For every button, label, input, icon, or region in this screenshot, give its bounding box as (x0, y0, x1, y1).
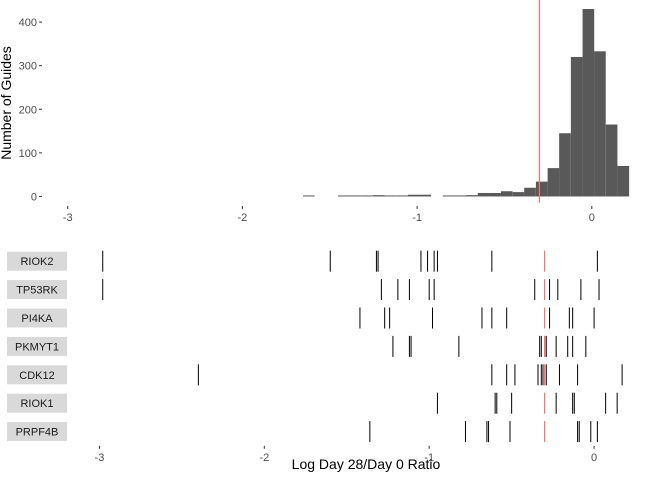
histogram-bar (372, 195, 385, 197)
histogram-bar (617, 165, 630, 197)
strip-label-box (7, 365, 67, 385)
y-tick-label: 100 (19, 148, 37, 160)
rug-x-axis: -3 -2 -1 0 (95, 445, 597, 464)
y-tick-label: 400 (19, 17, 37, 29)
histogram-y-axis-title: Number of Guides (0, 46, 14, 160)
strip-label-box (7, 280, 67, 300)
strip-label: CDK12 (19, 370, 54, 382)
histogram-bar (349, 195, 362, 197)
histogram-bar (524, 187, 536, 197)
strip-label: PKMYT1 (15, 341, 59, 353)
y-tick-label: 200 (19, 104, 37, 116)
x-tick-label: -3 (95, 452, 105, 464)
x-tick-label: -1 (412, 212, 422, 224)
x-tick-label: -3 (63, 212, 73, 224)
histogram-bar (442, 195, 455, 197)
x-tick-label: -2 (259, 452, 269, 464)
rug-row-tp53rk: TP53RK (7, 279, 600, 301)
strip-label-box (7, 308, 67, 328)
rug-row-cdk12: CDK12 (7, 364, 623, 386)
histogram-x-axis: -3 -2 -1 0 (63, 206, 595, 224)
histogram-bar (407, 194, 420, 197)
strip-label: TP53RK (16, 285, 58, 297)
y-tick-label: 0 (31, 191, 37, 203)
x-tick-label: 0 (589, 212, 595, 224)
strip-label-box (7, 336, 67, 356)
histogram-bar (337, 195, 350, 197)
histogram-bar (477, 192, 490, 197)
rug-row-pi4ka: PI4KA (7, 307, 595, 329)
rug-row-riok1: RIOK1 (7, 392, 618, 414)
histogram-bar (535, 181, 548, 197)
histogram-bar (489, 192, 501, 197)
histogram-bar (570, 56, 583, 197)
x-tick-label: -2 (238, 212, 248, 224)
histogram-bar (500, 191, 513, 197)
histogram-bar (419, 194, 432, 197)
histogram-bar (512, 192, 525, 197)
histogram-bar (454, 195, 466, 197)
histogram-bar (384, 195, 397, 197)
strip-label-box (7, 251, 67, 271)
histogram-bar (303, 195, 315, 197)
strip-label-box (7, 422, 67, 442)
strip-label: PI4KA (21, 313, 53, 325)
histogram-bar (466, 195, 478, 197)
rug-row-prpf4b: PRPF4B (7, 421, 598, 443)
strip-label-box (7, 393, 67, 413)
histogram-bar (582, 9, 595, 197)
strip-label: RIOK2 (20, 256, 53, 268)
histogram-bar (361, 195, 373, 197)
x-tick-label: 0 (591, 452, 597, 464)
strip-label: RIOK1 (20, 398, 53, 410)
rug-x-axis-title: Log Day 28/Day 0 Ratio (292, 456, 441, 472)
histogram-bar (396, 195, 408, 197)
histogram-bar (594, 51, 606, 197)
rug-rows: RIOK2 TP53RK PI4KA PKMYT1 CDK12 RIOK1 PRPF4B (7, 250, 623, 443)
histogram-bars (303, 9, 630, 197)
x-tick-label: -1 (424, 452, 434, 464)
histogram-bar (605, 124, 618, 197)
histogram-y-axis: 0 100 200 300 400 (19, 17, 42, 203)
rug-row-pkmyt1: PKMYT1 (7, 335, 587, 357)
y-tick-label: 300 (19, 61, 37, 73)
histogram-panel: 0 100 200 300 400 -3 -2 -1 0 Number of Guides (0, 0, 630, 224)
strip-label: PRPF4B (16, 427, 59, 439)
histogram-bar (547, 168, 560, 197)
histogram-bar (559, 133, 571, 197)
rug-panel: RIOK2 TP53RK PI4KA PKMYT1 CDK12 RIOK1 PRPF4B -… (7, 250, 623, 472)
rug-row-riok2: RIOK2 (7, 250, 598, 272)
